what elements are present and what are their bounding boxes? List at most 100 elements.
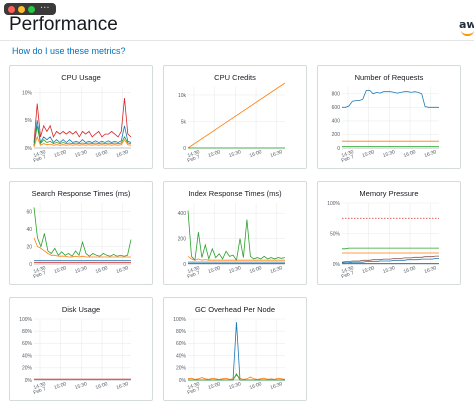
- series-line[interactable]: [341, 255, 439, 263]
- x-tick-label: 15:30: [74, 149, 88, 159]
- series-line[interactable]: [33, 125, 132, 147]
- window-titlebar: ... Performance aws: [0, 0, 474, 44]
- y-tick-label: 100%: [173, 317, 186, 323]
- chart-title: Memory Pressure: [359, 189, 419, 198]
- x-tick-label: 14:30: [187, 381, 201, 391]
- x-tick-label: 15:30: [228, 381, 242, 391]
- x-tick-label: 16:30: [423, 149, 437, 159]
- help-metrics-link[interactable]: How do I use these metrics?: [12, 46, 126, 56]
- series-line[interactable]: [33, 135, 132, 148]
- x-tick-label: 16:00: [249, 381, 263, 391]
- y-tick-label: 80%: [22, 329, 33, 335]
- y-tick-label: 20%: [22, 366, 33, 372]
- close-window-button[interactable]: [8, 6, 15, 13]
- x-tick-label: 16:30: [269, 381, 283, 391]
- y-tick-label: 60%: [22, 341, 33, 347]
- y-tick-label: 20%: [176, 366, 187, 372]
- y-tick-label: 60: [26, 210, 32, 216]
- y-tick-label: 0%: [25, 378, 33, 384]
- x-tick-label: 15:00: [361, 265, 375, 275]
- window-controls: ...: [4, 0, 56, 15]
- y-tick-label: 0: [183, 146, 186, 152]
- series-line[interactable]: [33, 237, 131, 258]
- y-tick-label: 600: [332, 105, 341, 111]
- chart-title: Disk Usage: [61, 305, 101, 314]
- series-line[interactable]: [33, 98, 132, 143]
- y-tick-label: 0%: [179, 378, 187, 384]
- series-line[interactable]: [187, 82, 286, 149]
- x-tick-label: Feb 7: [187, 154, 201, 164]
- chart-title: Number of Requests: [354, 73, 424, 82]
- x-tick-label: 15:00: [53, 265, 67, 275]
- x-tick-label: 16:30: [115, 381, 129, 391]
- chart-title: CPU Credits: [214, 73, 256, 82]
- x-tick-label: 15:00: [53, 149, 67, 159]
- x-tick-label: 15:00: [207, 381, 221, 391]
- series-line[interactable]: [187, 374, 286, 380]
- x-tick-label: 15:30: [228, 149, 242, 159]
- y-tick-label: 100%: [327, 201, 340, 207]
- chart-title: Index Response Times (ms): [188, 189, 282, 198]
- x-tick-label: 16:00: [249, 265, 263, 275]
- minimize-window-button[interactable]: [18, 6, 25, 13]
- x-tick-label: 15:30: [228, 265, 242, 275]
- series-line[interactable]: [342, 247, 439, 250]
- y-tick-label: 400: [178, 211, 187, 217]
- series-line[interactable]: [342, 89, 439, 108]
- x-tick-label: 15:30: [382, 149, 396, 159]
- y-tick-label: 40%: [176, 353, 187, 359]
- series-line[interactable]: [33, 120, 132, 146]
- chart-card-number-of-requests[interactable]: Number of Requests 14:30 Feb 7 15:00 15:30 16…: [317, 65, 461, 169]
- x-tick-label: 14:30: [341, 265, 355, 275]
- y-tick-label: 0%: [25, 146, 33, 152]
- x-tick-label: Feb 7: [33, 386, 47, 396]
- chart-card-cpu-usage[interactable]: CPU Usage 14:30 Feb 7 15:00 15:30 16:00 16:30 0…: [9, 65, 153, 169]
- header-divider: [0, 40, 474, 41]
- y-tick-label: 0%: [333, 262, 341, 268]
- chart-card-cpu-credits[interactable]: CPU Credits 14:30 Feb 7 15:00 15:30 16:00 16:3…: [163, 65, 307, 169]
- series-line[interactable]: [342, 258, 439, 264]
- x-tick-label: 14:30: [187, 149, 201, 159]
- x-tick-label: 16:30: [269, 265, 283, 275]
- y-tick-label: 20: [26, 244, 32, 250]
- series-line[interactable]: [187, 256, 285, 261]
- y-tick-label: 5k: [181, 119, 187, 125]
- y-tick-label: 0: [29, 262, 32, 268]
- x-tick-label: 14:30: [187, 265, 201, 275]
- chart-card-search-response-times-ms[interactable]: Search Response Times (ms) 14:30 Feb 7 15:0…: [9, 181, 153, 285]
- chart-card-memory-pressure[interactable]: Memory Pressure 14:30 Feb 7 15:00 15:30 16:00…: [317, 181, 461, 285]
- series-line[interactable]: [187, 210, 286, 262]
- series-line[interactable]: [33, 207, 132, 257]
- chart-card-index-response-times-ms[interactable]: Index Response Times (ms) 14:30 Feb 7 15:00…: [163, 181, 307, 285]
- y-tick-label: 10%: [22, 90, 33, 96]
- x-tick-label: 15:30: [382, 265, 396, 275]
- chart-card-gc-overhead-per-node[interactable]: GC Overhead Per Node 14:30 Feb 7 15:00 15:30…: [163, 297, 307, 401]
- x-tick-label: Feb 7: [187, 386, 201, 396]
- y-tick-label: 50%: [330, 231, 341, 237]
- y-tick-label: 200: [178, 236, 187, 242]
- more-options-icon[interactable]: ...: [40, 0, 50, 11]
- zoom-window-button[interactable]: [28, 6, 35, 13]
- y-tick-label: 0: [183, 262, 186, 268]
- page-title: Performance: [9, 14, 118, 35]
- y-tick-label: 100%: [19, 317, 32, 323]
- chart-title: GC Overhead Per Node: [194, 305, 276, 314]
- x-tick-label: 14:30: [33, 149, 47, 159]
- x-tick-label: 16:00: [95, 265, 109, 275]
- series-line[interactable]: [188, 322, 285, 381]
- aws-logo-smile-icon: [461, 30, 474, 36]
- y-tick-label: 0: [337, 146, 340, 152]
- x-tick-label: Feb 7: [33, 270, 47, 280]
- y-tick-label: 800: [332, 92, 341, 98]
- y-tick-label: 5%: [25, 118, 33, 124]
- x-tick-label: Feb 7: [187, 270, 201, 280]
- y-tick-label: 80%: [176, 329, 187, 335]
- series-line[interactable]: [188, 373, 285, 381]
- chart-card-disk-usage[interactable]: Disk Usage 14:30 Feb 7 15:00 15:30 16:00 16:30…: [9, 297, 153, 401]
- x-tick-label: 15:30: [74, 265, 88, 275]
